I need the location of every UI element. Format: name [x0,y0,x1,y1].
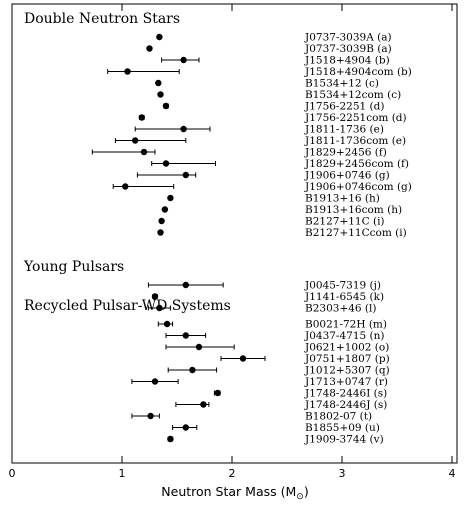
data-point [189,366,196,374]
data-point [180,56,187,64]
data-point [167,435,174,443]
x-tick-label: 4 [449,467,456,480]
pulsar-label: B1913+16com (h) [305,204,402,216]
x-tick-label: 2 [229,467,236,480]
data-point [182,281,189,289]
x-axis-title: Neutron Star Mass (M⊙) [161,484,308,502]
data-point [146,45,153,52]
data-point [200,401,207,408]
pulsar-label: J1829+2456com (f) [304,158,409,170]
data-point [140,148,148,156]
data-point [163,320,171,328]
pulsar-label: B2127+11C (i) [305,216,385,228]
pulsar-label: B2303+46 (l) [305,303,377,315]
pulsar-label: J1811-1736 (e) [304,124,384,136]
data-point [182,332,189,339]
data-point [138,114,145,121]
pulsar-label: J1518+4904com (b) [304,66,412,78]
pulsar-label: J1756-2251 (d) [304,101,384,113]
pulsar-label: J0751+1807 (p) [304,353,390,365]
pulsar-label: B1534+12 (c) [305,78,379,90]
pulsar-label: J0045-7319 (j) [304,280,381,292]
data-point [162,160,170,167]
data-point [147,412,154,420]
pulsar-label: B1913+16 (h) [305,193,380,205]
data-point [156,33,163,41]
x-tick-label: 0 [9,467,16,480]
data-points [91,33,266,443]
data-point [132,137,139,144]
data-point [155,79,162,87]
pulsar-label: J1756-2251com (d) [304,112,407,124]
data-point [182,424,189,431]
pulsar-label: J0737-3039B (a) [304,43,392,55]
plot-frame [11,3,458,464]
data-point [180,125,187,133]
data-point [161,206,169,213]
x-axis-ticks [11,4,453,463]
group-label: Recycled Pulsar-WD Systems [24,298,231,314]
pulsar-label: B1855+09 (u) [305,422,380,434]
pulsar-label: J0621+1002 (o) [304,342,389,354]
pulsar-label: B1802-07 (t) [305,411,372,423]
pulsar-label: J0437-4715 (n) [304,330,385,342]
pulsar-label: J1713+0747 (r) [304,376,388,388]
pulsar-label: B2127+11Ccom (i) [305,227,407,239]
data-point [214,389,221,397]
pulsar-label: J1906+0746 (g) [304,170,390,182]
pulsar-label: J1748-2446J (s) [304,399,387,411]
group-label: Double Neutron Stars [24,11,180,27]
data-point [151,293,159,300]
data-point [195,343,203,351]
pulsar-label: J0737-3039A (a) [304,32,392,44]
pulsar-label: B0021-72H (m) [305,319,387,331]
data-point [151,378,159,385]
data-point [157,91,164,98]
data-point [157,229,164,236]
x-axis-tick-labels: 0 1 2 3 4 [9,467,456,480]
pulsar-label: J1518+4904 (b) [304,55,390,67]
pulsar-groups: Double Neutron Stars J0737-3039A (a)J0737… [23,11,412,446]
data-point [162,102,170,110]
x-tick-label: 3 [339,467,346,480]
pulsar-label: J1811-1736com (e) [304,135,406,147]
x-tick-label: 1 [119,467,126,480]
data-point [239,355,247,362]
pulsar-label: J1829+2456 (f) [304,147,387,159]
data-point [124,68,131,75]
pulsar-label: J1748-2446I (s) [304,388,387,400]
data-point [156,304,163,312]
data-point [122,183,129,190]
group-label: Young Pulsars [23,259,124,275]
pulsar-label: B1534+12com (c) [305,89,401,101]
data-point [167,194,174,202]
data-point [182,171,189,179]
data-point [158,217,165,225]
pulsar-label: J1909-3744 (v) [304,434,384,446]
pulsar-label: J1012+5307 (q) [304,365,390,377]
pulsar-label: J1141-6545 (k) [304,291,384,303]
pulsar-label: J1906+0746com (g) [304,181,412,193]
